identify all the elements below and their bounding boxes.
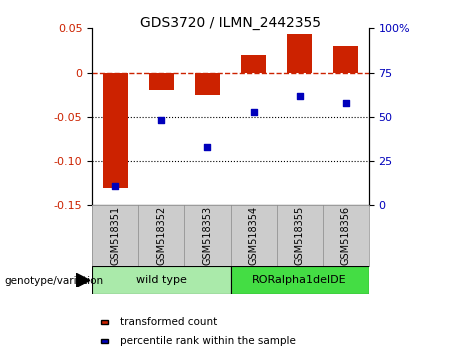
Bar — [287, 34, 313, 73]
Point — [296, 93, 303, 98]
Point — [158, 118, 165, 123]
Text: GSM518352: GSM518352 — [156, 206, 166, 265]
Bar — [333, 46, 358, 73]
Text: GSM518354: GSM518354 — [248, 206, 259, 265]
Bar — [241, 55, 266, 73]
Point — [112, 183, 119, 189]
Bar — [230, 266, 369, 294]
Point — [204, 144, 211, 150]
Text: percentile rank within the sample: percentile rank within the sample — [120, 336, 296, 346]
Bar — [92, 266, 230, 294]
Bar — [148, 73, 174, 90]
Text: GSM518356: GSM518356 — [341, 206, 351, 265]
Text: wild type: wild type — [136, 275, 187, 285]
Polygon shape — [76, 273, 90, 287]
Text: genotype/variation: genotype/variation — [5, 276, 104, 286]
Text: transformed count: transformed count — [120, 317, 217, 327]
Text: GSM518351: GSM518351 — [110, 206, 120, 265]
Bar — [102, 73, 128, 188]
Point — [342, 100, 349, 105]
Text: GSM518353: GSM518353 — [202, 206, 213, 265]
Text: GDS3720 / ILMN_2442355: GDS3720 / ILMN_2442355 — [140, 16, 321, 30]
Text: RORalpha1delDE: RORalpha1delDE — [252, 275, 347, 285]
Point — [250, 109, 257, 114]
Bar — [195, 73, 220, 95]
Text: GSM518355: GSM518355 — [295, 206, 305, 265]
